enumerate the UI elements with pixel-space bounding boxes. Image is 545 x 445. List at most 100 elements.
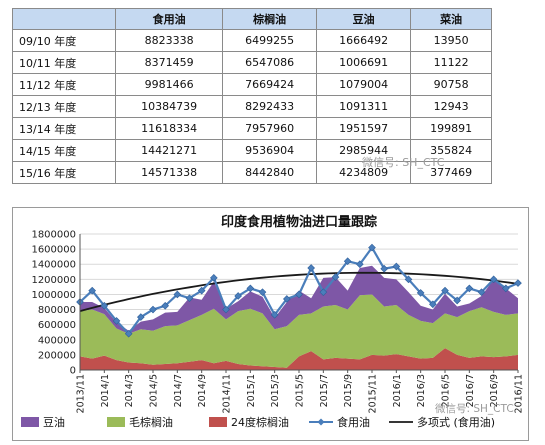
x-tick-label: 2014/1 — [100, 374, 111, 407]
y-tick-label: 200000 — [38, 350, 76, 361]
chart-title: 印度食用植物油进口量跟踪 — [221, 214, 377, 230]
trend-line — [79, 271, 519, 312]
y-tick-label: 1000000 — [31, 290, 76, 301]
x-tick-label: 2015/5 — [295, 374, 306, 407]
cell-palm: 8442840 — [222, 161, 318, 184]
edible-point — [234, 292, 242, 300]
y-tick-label: 400000 — [38, 335, 76, 346]
edible-point — [161, 301, 169, 310]
annual-import-table: 食用油 棕榈油 豆油 菜油 09/10 年度 8823338 6499255 1… — [12, 8, 492, 184]
legend-label: 豆油 — [43, 415, 65, 429]
edible-point — [343, 257, 352, 266]
edible-point — [185, 294, 194, 303]
edible-point — [502, 284, 510, 293]
edible-point — [392, 262, 401, 271]
x-tick-label: 2013/11 — [76, 374, 87, 413]
x-tick-label: 2014/9 — [197, 374, 208, 407]
edible-point — [477, 288, 486, 297]
cell-palm: 9536904 — [222, 139, 318, 162]
x-tick-label: 2016/3 — [416, 374, 427, 407]
edible-point — [380, 264, 388, 273]
x-tick-label: 2015/1 — [246, 374, 257, 407]
cell-palm: 6547086 — [222, 51, 318, 74]
edible-point — [100, 301, 109, 310]
cell-edible: 10384739 — [114, 95, 224, 118]
cell-rapeseed: 199891 — [410, 117, 492, 140]
edible-point — [210, 273, 218, 282]
cell-edible: 9981466 — [114, 73, 224, 96]
edible-point — [453, 296, 461, 305]
edible-point — [465, 284, 474, 293]
annual-table: 食用油 棕榈油 豆油 菜油 09/10 年度 8823338 6499255 1… — [12, 8, 492, 184]
edible-point — [368, 243, 376, 252]
cell-palm: 8292433 — [222, 95, 318, 118]
legend-label: 毛棕榈油 — [129, 415, 173, 429]
cell-soy: 1079004 — [316, 73, 412, 96]
header-blank — [12, 8, 116, 30]
legend-swatch-crude_palm — [107, 417, 125, 427]
import-chart: 印度食用植物油进口量跟踪 0 200000 400000 600000 800000 100… — [21, 214, 525, 429]
edible-point — [295, 290, 303, 299]
edible-point — [429, 300, 437, 309]
y-tick-label: 1200000 — [31, 275, 76, 286]
x-tick-label: 2014/3 — [124, 374, 135, 407]
edible-point — [404, 275, 413, 284]
legend-label: 食用油 — [337, 415, 370, 429]
cell-edible: 11618334 — [114, 117, 224, 140]
cell-rapeseed: 90758 — [410, 73, 492, 96]
x-tick-label: 2016/5 — [441, 374, 452, 407]
cell-soy: 1666492 — [316, 29, 412, 52]
cell-year: 12/13 年度 — [12, 95, 116, 118]
x-tick-label: 2016/1 — [392, 374, 403, 407]
area-crude_palm — [80, 294, 518, 368]
x-tick-label: 2016/11 — [514, 374, 525, 413]
y-tick-label: 1400000 — [31, 260, 76, 271]
header-edible: 食用油 — [114, 8, 224, 30]
cell-rapeseed: 377469 — [410, 161, 492, 184]
header-soy: 豆油 — [316, 8, 412, 30]
cell-palm: 7669424 — [222, 73, 318, 96]
edible-point — [307, 264, 315, 272]
edible-point — [356, 260, 364, 269]
table-row: 13/14 年度 11618334 7957960 1951597 199891 — [12, 117, 492, 140]
cell-year: 11/12 年度 — [12, 73, 116, 96]
cell-year: 09/10 年度 — [12, 29, 116, 52]
legend-label: 24度棕榈油 — [231, 415, 289, 429]
table-row: 15/16 年度 14571338 8442840 4234809 377469 — [12, 161, 492, 184]
edible-point — [173, 290, 182, 299]
edible-point — [246, 284, 255, 293]
x-tick-label: 2015/7 — [319, 374, 330, 407]
edible-point — [441, 286, 449, 295]
edible-point — [331, 273, 340, 281]
cell-year: 15/16 年度 — [12, 161, 116, 184]
cell-edible: 8823338 — [114, 29, 224, 52]
header-palm: 棕榈油 — [222, 8, 318, 30]
chart-watermark: 微信号: SH_CTC — [435, 402, 514, 415]
table-row: 09/10 年度 8823338 6499255 1666492 13950 — [12, 29, 492, 52]
area-palm24 — [80, 348, 518, 370]
edible-point — [137, 313, 145, 321]
y-tick-label: 1800000 — [31, 230, 76, 241]
y-tick-label: 600000 — [38, 320, 76, 331]
x-tick-label: 2014/5 — [149, 374, 160, 407]
edible-point — [489, 275, 498, 284]
chart-frame: 印度食用植物油进口量跟踪 0 200000 400000 600000 800000 100… — [12, 207, 529, 441]
edible-point — [258, 288, 267, 297]
table-row: 12/13 年度 10384739 8292433 1091311 12943 — [12, 95, 492, 118]
edible-point — [283, 295, 291, 303]
area-soy — [80, 265, 518, 334]
cell-edible: 8371459 — [114, 51, 224, 74]
legend-swatch-palm24 — [209, 417, 227, 427]
y-tick-label: 800000 — [38, 305, 76, 316]
edible-point — [222, 305, 230, 314]
cell-year: 14/15 年度 — [12, 139, 116, 162]
cell-edible: 14421271 — [114, 139, 224, 162]
x-tick-label: 2016/9 — [489, 374, 500, 407]
y-tick-label: 0 — [70, 366, 76, 377]
x-tick-label: 2016/7 — [465, 374, 476, 407]
x-tick-label: 2015/9 — [343, 374, 354, 407]
edible-point — [514, 279, 522, 287]
edible-point — [149, 305, 157, 314]
cell-rapeseed: 11122 — [410, 51, 492, 74]
edible-point — [197, 286, 206, 295]
